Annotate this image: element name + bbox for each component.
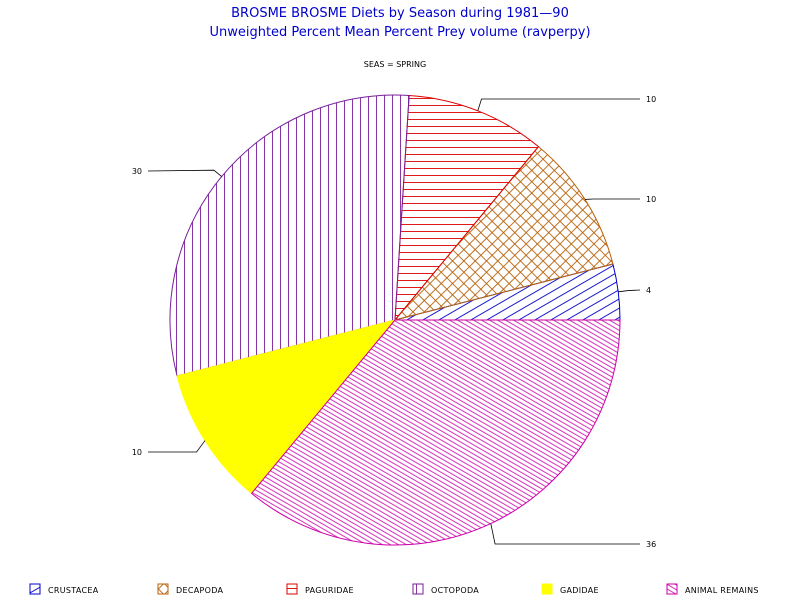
leader-line-paguridae bbox=[477, 98, 640, 111]
pie-slice-animal-remains bbox=[250, 319, 621, 546]
legend-swatch-animal-remains bbox=[666, 583, 678, 595]
legend-label-decapoda: DECAPODA bbox=[176, 586, 224, 595]
data-label-octopoda: 30 bbox=[132, 167, 142, 176]
pie-slices bbox=[169, 94, 621, 546]
pie-slice-paguridae bbox=[394, 94, 540, 322]
chart-title: BROSME BROSME Diets by Season during 198… bbox=[231, 6, 569, 21]
data-label-gadidae: 10 bbox=[132, 448, 142, 457]
legend-item-paguridae: PAGURIDAE bbox=[286, 583, 354, 595]
pie-slice-octopoda bbox=[169, 94, 410, 377]
legend-swatch-octopoda bbox=[412, 583, 424, 595]
legend-item-gadidae: GADIDAE bbox=[541, 583, 599, 595]
pie-slice-decapoda bbox=[393, 145, 614, 321]
legend-label-crustacea: CRUSTACEA bbox=[48, 586, 99, 595]
leader-line-crustacea bbox=[618, 289, 641, 293]
legend-label-gadidae: GADIDAE bbox=[560, 586, 599, 595]
pie-slice-gadidae bbox=[176, 319, 397, 495]
legend-item-animal-remains: ANIMAL REMAINS bbox=[666, 583, 759, 595]
legend-swatch-decapoda bbox=[157, 583, 169, 595]
legend-item-crustacea: CRUSTACEA bbox=[29, 583, 99, 595]
legend-label-octopoda: OCTOPODA bbox=[431, 586, 479, 595]
data-label-decapoda: 10 bbox=[646, 195, 656, 204]
chart-subtitle: Unweighted Percent Mean Percent Prey vol… bbox=[209, 25, 590, 40]
leader-line-octopoda bbox=[147, 169, 222, 177]
legend-item-decapoda: DECAPODA bbox=[157, 583, 224, 595]
legend-swatch-crustacea bbox=[29, 583, 41, 595]
legend-swatch-paguridae bbox=[286, 583, 298, 595]
legend-label-paguridae: PAGURIDAE bbox=[305, 586, 354, 595]
data-label-crustacea: 4 bbox=[646, 286, 651, 295]
legend: CRUSTACEA DECAPODA PAGURIDAE OCTOPODA GADIDA… bbox=[29, 583, 759, 595]
legend-item-octopoda: OCTOPODA bbox=[412, 583, 479, 595]
leader-line-animal-remains bbox=[490, 523, 640, 545]
legend-label-animal-remains: ANIMAL REMAINS bbox=[685, 586, 759, 595]
data-label-paguridae: 10 bbox=[646, 95, 656, 104]
data-label-animal-remains: 36 bbox=[646, 540, 656, 549]
leader-line-gadidae bbox=[148, 440, 206, 453]
panel-label: SEAS = SPRING bbox=[364, 60, 426, 69]
legend-swatch-gadidae bbox=[541, 583, 553, 595]
slice-leaders: 4 10 10 30 10 36 bbox=[132, 95, 656, 549]
